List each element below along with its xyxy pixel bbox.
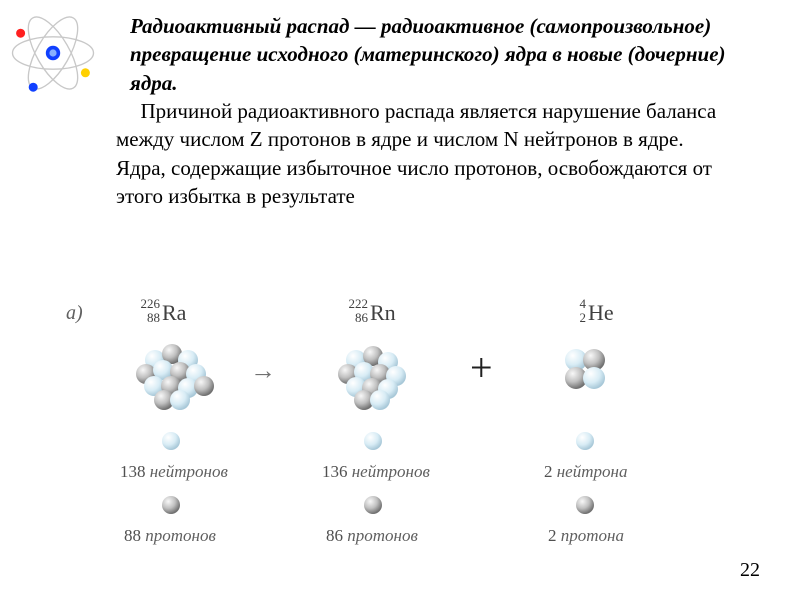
he-protons: 2 протона [548, 526, 624, 546]
plus-icon: + [470, 344, 493, 391]
panel-label: а) [66, 302, 83, 325]
isotope-rn: 222 86 Rn [370, 300, 396, 326]
neutron-sphere-he [574, 430, 596, 452]
rn-neutrons: 136 нейтронов [322, 462, 430, 482]
proton-sphere-rn [362, 494, 384, 516]
main-text: Радиоактивный распад — радиоактивное (са… [130, 12, 730, 210]
body-text: Причиной радиоактивного распада является… [116, 97, 730, 210]
he-neutrons: 2 нейтрона [544, 462, 627, 482]
nucleus-ra [120, 330, 230, 420]
rn-protons: 86 протонов [326, 526, 418, 546]
ra-protons: 88 протонов [124, 526, 216, 546]
isotope-he: 4 2 He [588, 300, 614, 326]
neutron-sphere-rn [362, 430, 384, 452]
nucleus-he [550, 338, 620, 398]
proton-sphere-ra [160, 494, 182, 516]
proton-sphere-he [574, 494, 596, 516]
page-number: 22 [740, 559, 760, 582]
arrow-icon: → [250, 356, 276, 386]
isotope-ra: 226 88 Ra [162, 300, 186, 326]
neutron-sphere-ra [160, 430, 182, 452]
ra-neutrons: 138 нейтронов [120, 462, 228, 482]
nucleus-rn [318, 332, 428, 420]
atom-icon [8, 8, 98, 98]
heading: Радиоактивный распад — радиоактивное (са… [130, 14, 726, 95]
decay-diagram: а) 226 88 Ra 222 86 Rn 4 2 He [90, 300, 710, 560]
